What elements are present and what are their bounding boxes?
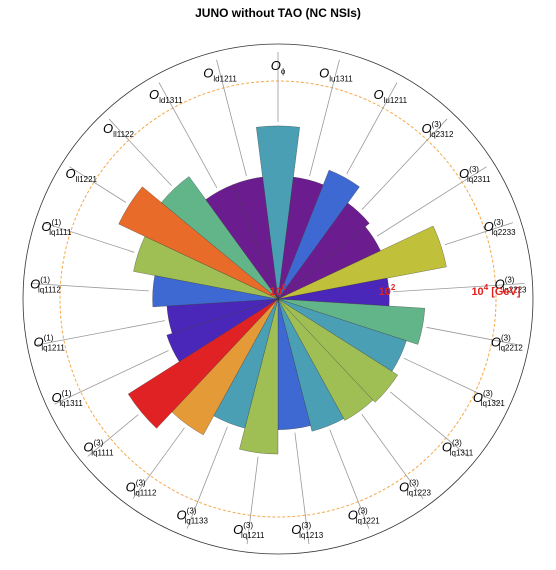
tick-label-2: 104 [GeV]	[471, 283, 520, 298]
leader-1	[309, 59, 340, 177]
leader-9	[390, 391, 469, 457]
leader-3	[361, 118, 448, 210]
bar-label-8: O(3) lq1321	[473, 389, 505, 408]
bar-label-20: O(1) lq1111	[41, 218, 72, 237]
bar-label-3: O(3) lq2312	[422, 120, 454, 139]
tick-label-0: 100	[270, 283, 287, 298]
bar-10	[277, 298, 374, 421]
bar-label-19: O(1) lq1112	[30, 275, 61, 294]
bar-label-10: O(3) lq1223	[399, 479, 431, 498]
radial-tick-labels: 100 102 104 [GeV]	[270, 283, 521, 298]
leader-24	[216, 59, 247, 177]
chart-title: JUNO without TAO (NC NSIs)	[195, 6, 361, 20]
leader-23	[158, 82, 218, 188]
leader-6	[393, 283, 525, 293]
bar-label-5: O(3) lq2233	[484, 218, 516, 237]
bar-label-0: Oϕ	[271, 58, 286, 76]
tick-label-1: 102	[379, 283, 396, 298]
bar-16	[127, 298, 279, 429]
leader-13	[246, 456, 259, 545]
bar-13	[239, 298, 279, 455]
bar-label-14: O(3) lq1133	[177, 507, 209, 526]
bar-label-17: O(1) lq1311	[52, 389, 84, 408]
bar-label-12: O(3) lq1213	[291, 521, 323, 540]
bar-label-6: O(3) lq2223	[495, 275, 527, 294]
leader-15	[132, 427, 185, 500]
bar-label-7: O(3) lq2212	[491, 334, 523, 353]
bar-5	[277, 225, 447, 300]
bar-3	[277, 202, 370, 300]
leader-4	[376, 166, 487, 237]
leader-5	[444, 222, 514, 246]
bar-label-2: Olu1211	[373, 87, 407, 105]
bar-0	[256, 125, 300, 300]
bar-label-16: O(3) lq1111	[83, 439, 114, 458]
bar-label-23: Old1311	[149, 87, 183, 105]
bar-17	[166, 298, 279, 363]
bar-11	[277, 298, 345, 432]
bar-label-22: Oll1122	[103, 121, 134, 139]
bar-label-21: Oll1221	[66, 166, 98, 184]
bar-label-15: O(3) lq1112	[126, 479, 157, 498]
bars-layer	[118, 125, 447, 455]
bar-label-24: Old1211	[203, 65, 237, 83]
bar-7	[277, 298, 426, 345]
bar-label-13: O(3) lq1211	[233, 521, 265, 540]
bar-label-4: O(3) lq2311	[459, 165, 491, 184]
bar-label-9: O(3) lq1311	[442, 439, 474, 458]
bar-9	[277, 298, 399, 403]
leader-17	[54, 350, 169, 405]
labels-layer: Oϕ Olu1311 Olu1211 O(3) lq2312 O(3) lq2311 O(3)…	[30, 52, 527, 545]
leader-16	[87, 414, 139, 457]
bar-label-18: O(1) lq1211	[33, 334, 65, 353]
leader-19	[31, 283, 149, 292]
leader-14	[186, 426, 228, 529]
leader-22	[108, 118, 172, 186]
leader-8	[403, 357, 502, 405]
leader-7	[426, 326, 521, 346]
leader-12	[294, 432, 310, 545]
leader-10	[361, 414, 424, 500]
bar-2	[277, 169, 360, 300]
bar-21	[118, 186, 279, 300]
leader-18	[35, 320, 165, 346]
outer-circle	[22, 43, 534, 555]
leader-20	[42, 222, 135, 253]
bar-label-1: Olu1311	[319, 65, 353, 83]
leader-2	[346, 82, 398, 175]
leader-21	[69, 166, 127, 203]
bar-22	[160, 176, 279, 300]
bar-24	[232, 176, 279, 300]
bar-label-11: O(3) lq1221	[348, 507, 380, 526]
leader-11	[329, 429, 370, 529]
